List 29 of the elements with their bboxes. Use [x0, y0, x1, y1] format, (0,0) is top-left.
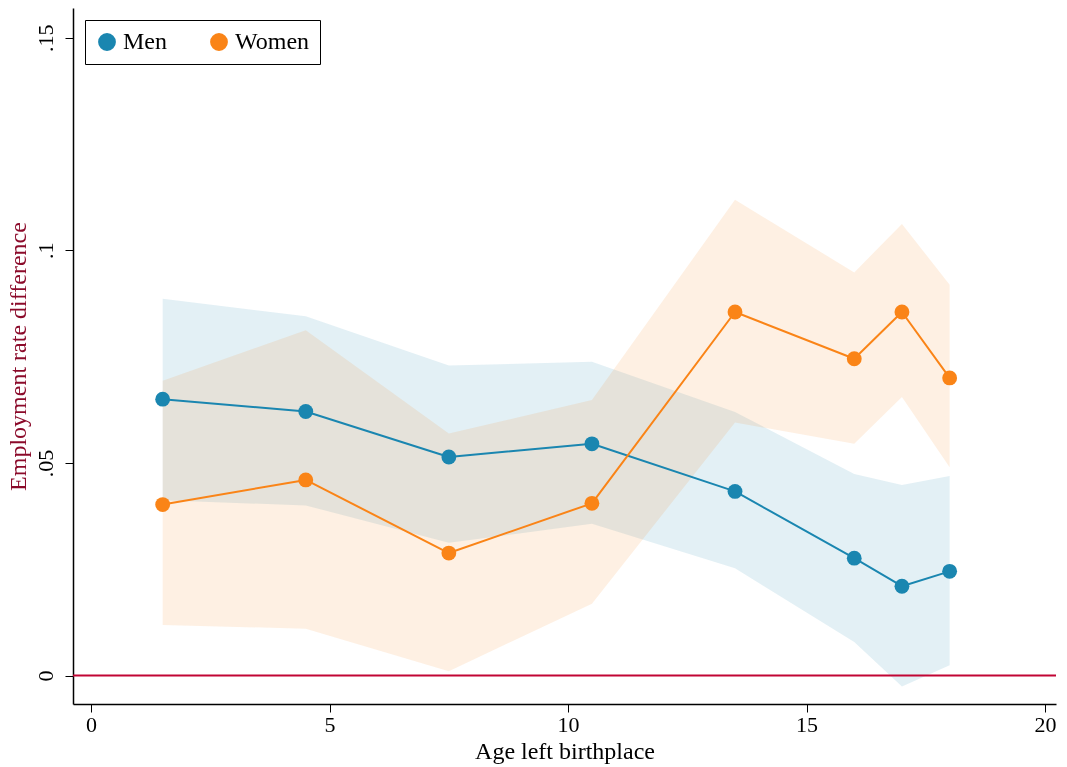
- y-tick-label: .15: [32, 24, 58, 53]
- point: [942, 370, 958, 386]
- point: [298, 404, 314, 419]
- x-tick-label: 15: [796, 711, 819, 737]
- legend-label: Women: [235, 28, 310, 54]
- point: [942, 563, 958, 579]
- point: [727, 484, 743, 499]
- y-axis-title: Employment rate difference: [4, 222, 31, 491]
- point: [298, 472, 314, 488]
- y-tick-label: .1: [32, 242, 58, 260]
- point: [846, 351, 862, 367]
- legend-label: Men: [123, 28, 167, 54]
- point: [584, 436, 600, 452]
- point: [584, 495, 600, 511]
- x-axis-title: Age left birthplace: [475, 737, 655, 764]
- y-tick-label: 0: [32, 670, 58, 682]
- x-tick-label: 10: [557, 711, 580, 737]
- point: [441, 449, 457, 465]
- point: [155, 497, 171, 512]
- point: [846, 550, 862, 566]
- point: [894, 304, 910, 320]
- x-tick-label: 5: [324, 711, 336, 737]
- point: [155, 391, 171, 407]
- point: [727, 304, 743, 320]
- x-tick-label: 20: [1034, 711, 1057, 737]
- point: [441, 545, 457, 561]
- y-tick-label: .05: [32, 449, 58, 478]
- x-tick-label: 0: [86, 711, 98, 737]
- point: [894, 578, 910, 594]
